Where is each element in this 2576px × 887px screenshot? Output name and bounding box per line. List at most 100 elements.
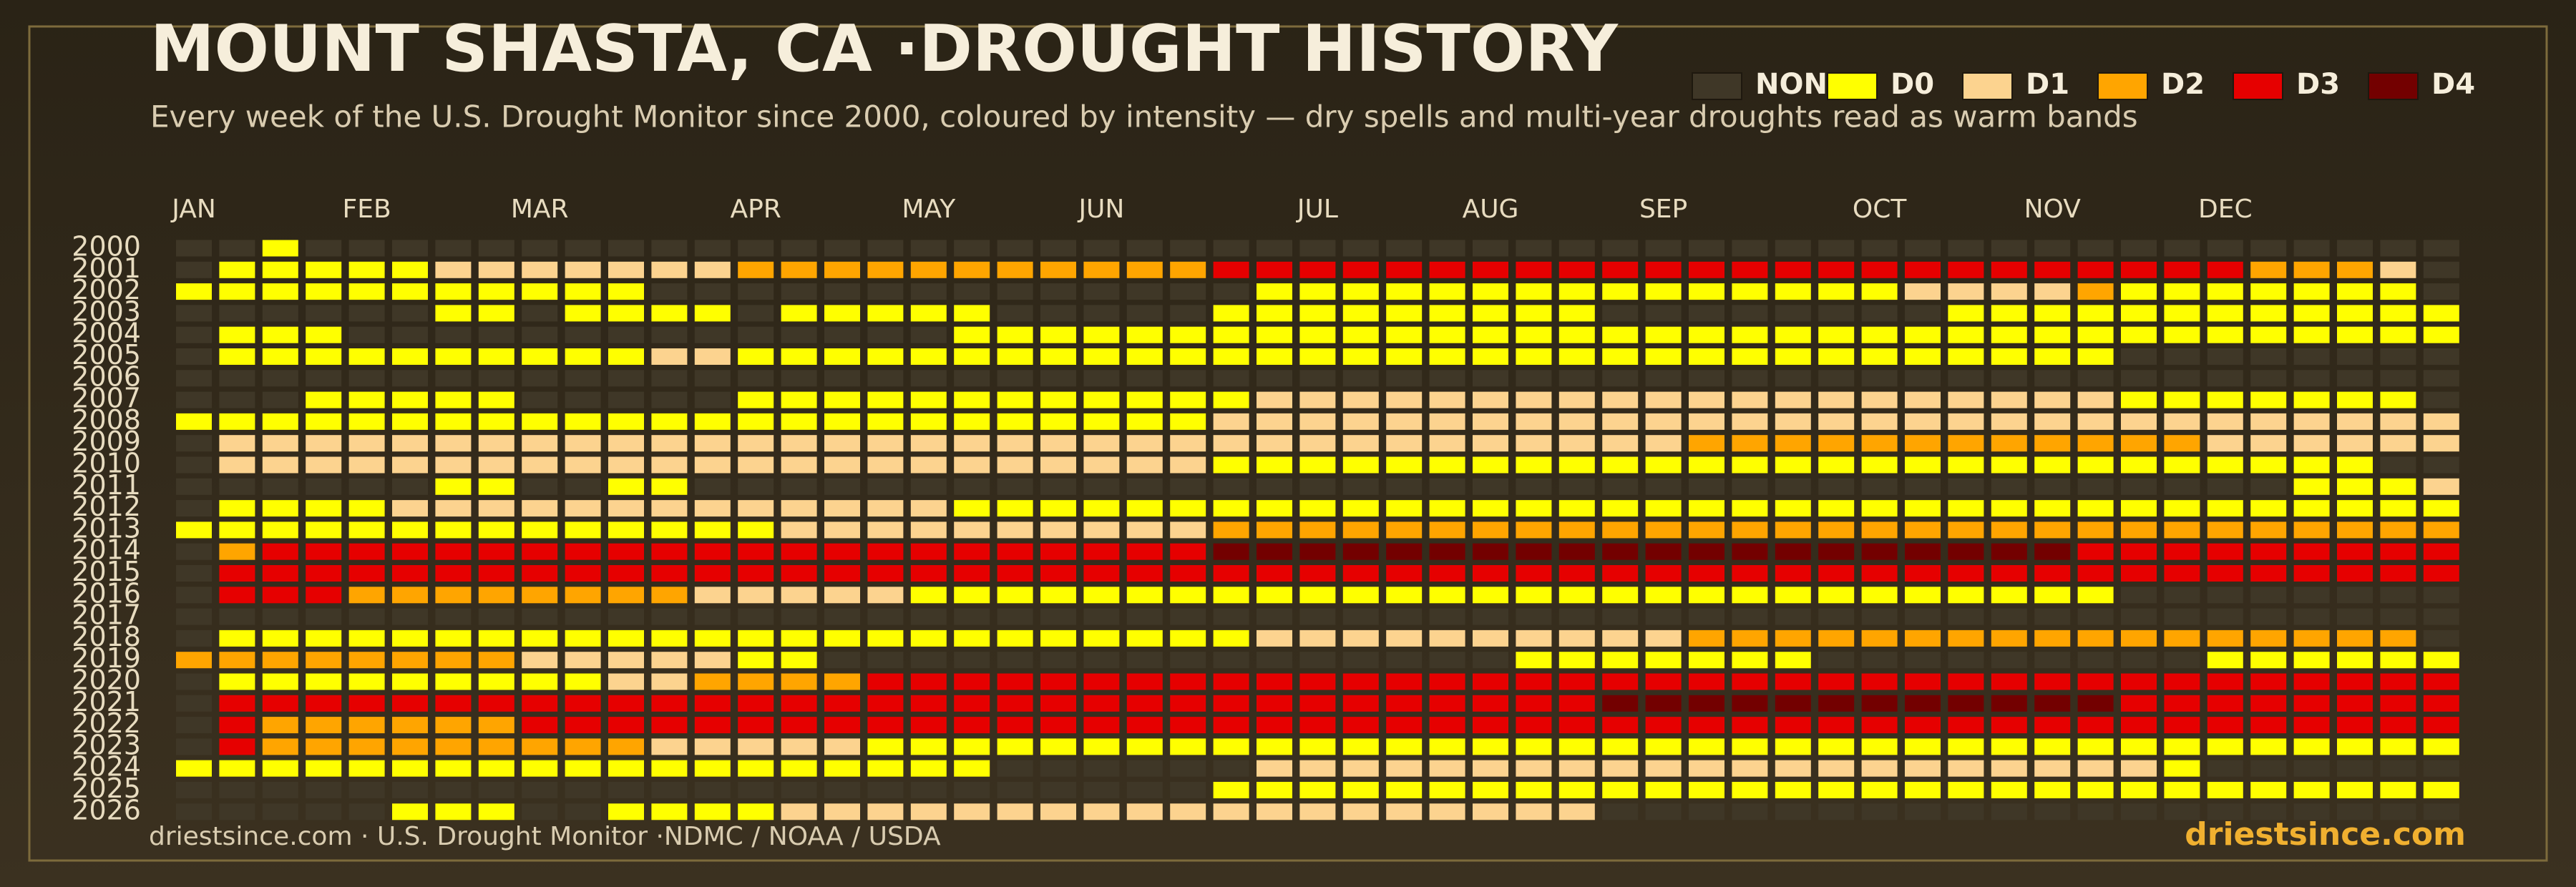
heat-cell <box>2034 283 2071 300</box>
heat-cell <box>997 543 1033 560</box>
heat-cell <box>1170 500 1206 517</box>
heat-cell <box>1689 283 1724 300</box>
heat-cell <box>1645 261 1682 278</box>
heat-cell <box>1645 413 1682 430</box>
heat-cell <box>867 673 904 690</box>
heat-cell <box>306 629 342 647</box>
heat-cell <box>997 738 1033 755</box>
heat-cell <box>2337 478 2373 495</box>
heat-cell <box>262 673 298 690</box>
heat-cell <box>1991 717 2027 734</box>
heat-cell <box>1732 261 1768 278</box>
heat-cell <box>219 695 255 712</box>
heat-cell <box>1213 738 1249 755</box>
heat-cell <box>478 673 514 690</box>
heat-cell <box>608 803 644 820</box>
heat-cell <box>262 521 298 539</box>
heat-cell <box>1516 543 1552 560</box>
heat-cell <box>1775 500 1811 517</box>
heat-cell <box>1775 608 1811 625</box>
y-tick-label: 2024 <box>72 751 141 783</box>
heat-cell <box>2077 717 2114 734</box>
heat-cell <box>306 240 342 257</box>
heat-cell <box>910 760 947 777</box>
heat-cell <box>651 608 688 625</box>
heat-cell <box>1732 782 1768 798</box>
heat-cell <box>2423 587 2459 604</box>
heat-cell <box>781 760 817 777</box>
heat-cell <box>2293 717 2330 734</box>
heat-cell <box>1257 652 1292 669</box>
heat-cell <box>565 240 601 257</box>
heat-cell <box>262 782 298 798</box>
heat-cell <box>306 305 342 322</box>
heat-cell <box>694 760 731 777</box>
heat-cell <box>392 760 428 777</box>
heat-cell <box>1991 760 2027 777</box>
heat-cell <box>824 521 860 539</box>
heat-cell <box>176 760 212 777</box>
heat-cell <box>1126 738 1163 755</box>
heat-cell <box>2077 370 2114 387</box>
heat-cell <box>1040 370 1076 387</box>
heat-cell <box>1170 587 1206 604</box>
heat-cell <box>997 673 1033 690</box>
heat-cell <box>2380 240 2416 257</box>
heat-cell <box>2077 760 2114 777</box>
heat-cell <box>219 738 255 755</box>
heat-cell <box>1473 370 1508 387</box>
heat-cell <box>954 240 990 257</box>
heat-cell <box>2423 629 2459 647</box>
heat-cell <box>1732 283 1768 300</box>
heat-cell <box>1732 500 1768 517</box>
y-tick-label: 2006 <box>72 361 141 392</box>
heat-cell <box>2034 803 2071 820</box>
heat-cell <box>1473 738 1508 755</box>
heat-cell <box>176 782 212 798</box>
heat-cell <box>2337 782 2373 798</box>
heat-cell <box>651 760 688 777</box>
heat-cell <box>478 652 514 669</box>
heat-cell <box>262 326 298 343</box>
heat-cell <box>738 305 774 322</box>
heat-cell <box>1775 738 1811 755</box>
heat-cell <box>1386 587 1423 604</box>
heat-cell <box>1213 673 1249 690</box>
heat-cell <box>565 521 601 539</box>
heat-cell <box>1645 348 1682 365</box>
heat-cell <box>1558 478 1595 495</box>
heat-cell <box>2121 348 2157 365</box>
heat-cell <box>522 283 558 300</box>
heat-cell <box>2207 782 2243 798</box>
heat-cell <box>867 261 904 278</box>
heat-cell <box>1213 521 1249 539</box>
heat-cell <box>867 782 904 798</box>
heat-cell <box>1991 413 2027 430</box>
heat-cell <box>910 673 947 690</box>
heat-cell <box>2423 608 2459 625</box>
heat-cell <box>1558 456 1595 474</box>
heat-cell <box>2423 261 2459 278</box>
heat-cell <box>1991 695 2027 712</box>
heat-cell <box>1558 760 1595 777</box>
heat-cell <box>176 565 212 582</box>
heat-cell <box>435 370 472 387</box>
heat-cell <box>1429 305 1465 322</box>
heat-cell <box>2034 760 2071 777</box>
heat-cell <box>738 803 774 820</box>
heat-cell <box>1558 521 1595 539</box>
heat-cell <box>219 521 255 539</box>
heat-cell <box>478 760 514 777</box>
heat-cell <box>651 543 688 560</box>
heat-cell <box>2121 587 2157 604</box>
heat-cell <box>1645 391 1682 408</box>
heat-cell <box>1083 240 1120 257</box>
heat-cell <box>954 695 990 712</box>
heat-cell <box>1602 608 1639 625</box>
heat-cell <box>1948 760 1984 777</box>
brand[interactable]: driestsince.com <box>2185 816 2466 853</box>
heat-cell <box>954 717 990 734</box>
heat-cell <box>1991 738 2027 755</box>
heat-cell <box>1991 673 2027 690</box>
heat-cell <box>694 717 731 734</box>
